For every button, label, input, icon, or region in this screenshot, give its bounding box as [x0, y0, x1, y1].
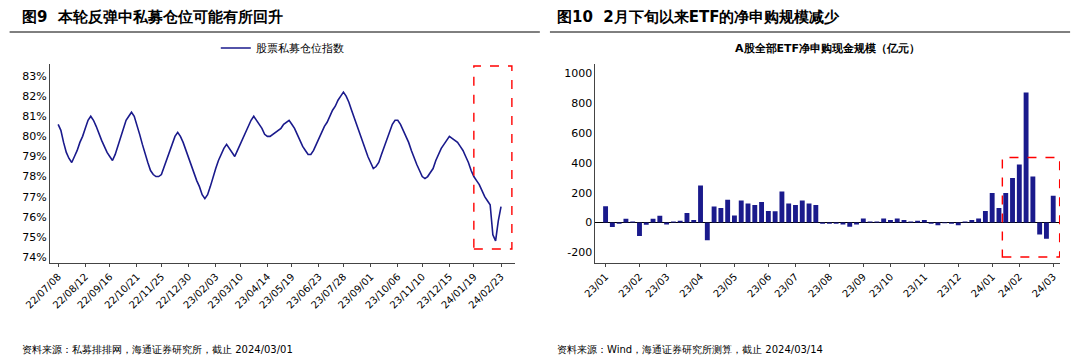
svg-text:22/11/25: 22/11/25: [127, 271, 167, 311]
svg-text:23/08: 23/08: [806, 271, 834, 299]
svg-text:23/11: 23/11: [901, 271, 929, 299]
svg-text:23/04: 23/04: [677, 271, 705, 299]
svg-text:22/09/16: 22/09/16: [75, 271, 115, 311]
svg-text:23/10: 23/10: [867, 271, 895, 299]
svg-text:22/12/30: 22/12/30: [154, 271, 194, 311]
svg-text:400: 400: [571, 157, 592, 170]
svg-text:A股全部ETF净申购现金规模（亿元）: A股全部ETF净申购现金规模（亿元）: [735, 42, 920, 55]
svg-text:22/08/12: 22/08/12: [51, 271, 91, 311]
svg-text:23/12/15: 23/12/15: [415, 271, 455, 311]
svg-text:23/01: 23/01: [582, 271, 610, 299]
svg-text:23/09/01: 23/09/01: [336, 271, 376, 311]
svg-text:81%: 81%: [22, 110, 46, 123]
svg-text:23/09: 23/09: [840, 271, 868, 299]
svg-text:资料来源：私募排排网，海通证券研究所，截止 2024/03/: 资料来源：私募排排网，海通证券研究所，截止 2024/03/01: [22, 344, 293, 355]
svg-text:23/02/03: 23/02/03: [181, 271, 221, 311]
svg-text:图10 2月下旬以来ETF的净申购规模减少: 图10 2月下旬以来ETF的净申购规模减少: [557, 8, 840, 26]
svg-text:600: 600: [571, 127, 592, 140]
svg-text:22/07/08: 22/07/08: [24, 271, 64, 311]
svg-text:77%: 77%: [22, 191, 46, 204]
svg-text:23/05: 23/05: [711, 271, 739, 299]
svg-text:0: 0: [585, 216, 592, 229]
svg-text:24/03: 24/03: [1030, 271, 1058, 299]
svg-text:23/03: 23/03: [643, 271, 671, 299]
svg-text:24/02/23: 24/02/23: [466, 271, 506, 311]
svg-text:75%: 75%: [22, 231, 46, 244]
svg-text:24/02: 24/02: [996, 271, 1024, 299]
svg-text:82%: 82%: [22, 90, 46, 103]
svg-text:79%: 79%: [22, 150, 46, 163]
svg-text:74%: 74%: [22, 251, 46, 264]
svg-text:资料来源：Wind，海通证券研究所测算，截止 2024/03: 资料来源：Wind，海通证券研究所测算，截止 2024/03/14: [557, 344, 823, 355]
svg-text:23/07: 23/07: [772, 271, 800, 299]
svg-text:23/03/10: 23/03/10: [206, 271, 246, 311]
svg-text:23/05/19: 23/05/19: [257, 271, 297, 311]
svg-text:-200: -200: [567, 246, 592, 259]
svg-text:23/04/14: 23/04/14: [233, 271, 273, 311]
svg-text:23/06: 23/06: [745, 271, 773, 299]
svg-text:80%: 80%: [22, 130, 46, 143]
svg-text:23/12: 23/12: [935, 271, 963, 299]
svg-text:股票私募仓位指数: 股票私募仓位指数: [256, 42, 344, 55]
svg-text:23/07/28: 23/07/28: [309, 271, 349, 311]
svg-text:800: 800: [571, 97, 592, 110]
svg-text:24/01/19: 24/01/19: [439, 271, 479, 311]
svg-text:76%: 76%: [22, 211, 46, 224]
svg-text:1000: 1000: [564, 67, 592, 80]
svg-text:23/02: 23/02: [616, 271, 644, 299]
svg-text:23/10/06: 23/10/06: [363, 271, 403, 311]
svg-text:23/06/23: 23/06/23: [284, 271, 324, 311]
svg-text:24/01: 24/01: [969, 271, 997, 299]
svg-text:83%: 83%: [22, 70, 46, 83]
svg-text:78%: 78%: [22, 170, 46, 183]
svg-text:200: 200: [571, 187, 592, 200]
svg-text:23/11/10: 23/11/10: [388, 271, 428, 311]
svg-text:图9 本轮反弹中私募仓位可能有所回升: 图9 本轮反弹中私募仓位可能有所回升: [22, 8, 283, 26]
svg-text:22/10/21: 22/10/21: [102, 271, 142, 311]
